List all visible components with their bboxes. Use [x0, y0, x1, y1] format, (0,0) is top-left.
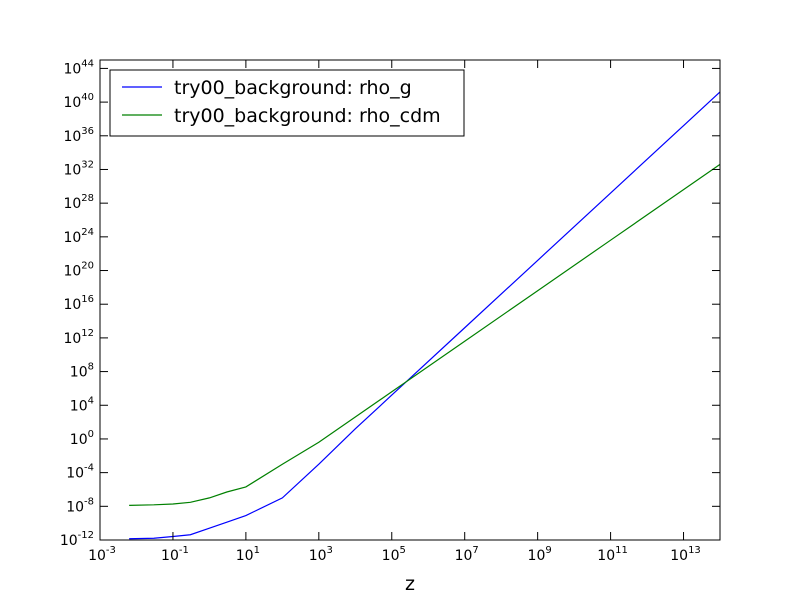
y-tick-label-9: 1024: [63, 227, 94, 246]
y-tick-label-10: 1028: [63, 193, 94, 212]
x-tick-label-0: 10-3: [88, 545, 116, 564]
legend-box: [109, 69, 465, 137]
y-tick-label-12: 1036: [63, 126, 94, 145]
series-line-0: [129, 91, 721, 540]
x-axis-label: z: [405, 573, 415, 595]
y-tick-label-14: 1044: [63, 58, 94, 77]
y-tick-label-5: 108: [70, 362, 94, 381]
y-tick-label-1: 10-8: [66, 496, 94, 515]
x-tick-label-4: 105: [382, 545, 406, 564]
series-line-1: [129, 163, 721, 506]
x-tick-label-3: 103: [309, 545, 333, 564]
y-tick-label-3: 100: [70, 429, 94, 448]
legend: try00_background: rho_g try00_background:…: [109, 69, 465, 137]
y-tick-label-4: 104: [70, 395, 94, 414]
x-tick-label-5: 107: [455, 545, 479, 564]
y-tick-label-13: 1040: [63, 92, 94, 111]
x-tick-label-8: 1013: [670, 545, 701, 564]
legend-label-1: try00_background: rho_cdm: [174, 105, 441, 127]
x-tick-label-2: 101: [236, 545, 260, 564]
y-tick-label-0: 10-12: [60, 530, 94, 549]
plot-frame: [99, 59, 721, 541]
series-layer: [129, 91, 721, 540]
y-tick-label-11: 1032: [63, 159, 94, 178]
x-tick-label-6: 109: [528, 545, 552, 564]
y-tick-label-8: 1020: [63, 261, 94, 280]
legend-label-0: try00_background: rho_g: [174, 77, 412, 99]
y-tick-label-6: 1012: [63, 328, 94, 347]
y-tick-label-2: 10-4: [66, 463, 94, 482]
x-tick-label-7: 1011: [597, 545, 628, 564]
y-tick-label-7: 1016: [63, 294, 94, 313]
ticks-layer: 10-3 10-1 101 103 105 107 109 1011 1013 10-12 10-8…: [60, 58, 720, 564]
x-tick-label-1: 10-1: [161, 545, 189, 564]
